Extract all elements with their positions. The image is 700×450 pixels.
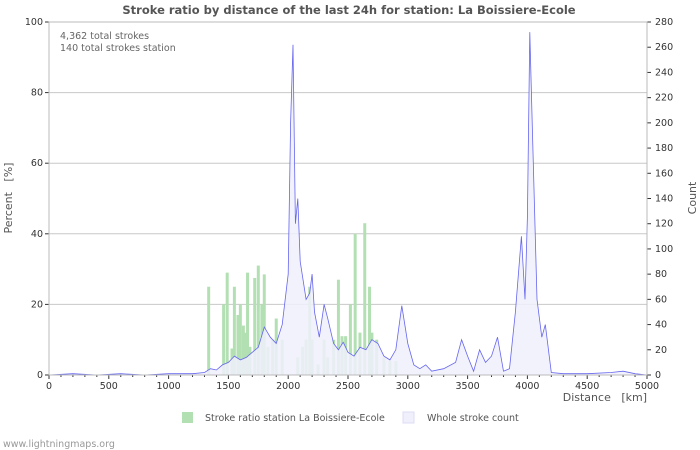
- y-axis-label: Percent [%]: [2, 163, 15, 234]
- ratio-bar: [232, 286, 236, 375]
- ratio-bar: [353, 233, 357, 375]
- count-line: [48, 32, 648, 376]
- ratio-bar: [262, 274, 266, 375]
- x-tick-label: 1500: [216, 381, 240, 392]
- y-tick-label: 20: [31, 299, 43, 310]
- x-tick-label: 2500: [336, 381, 360, 392]
- y2-tick-label: 100: [655, 244, 673, 255]
- ratio-bar: [336, 279, 340, 375]
- x-tick-label: 0: [46, 381, 52, 392]
- y-tick-label: 80: [31, 88, 43, 99]
- ratio-bar: [225, 272, 229, 375]
- y-tick-label: 0: [37, 370, 43, 381]
- y2-tick-label: 180: [655, 143, 673, 154]
- x-axis-label: Distance [km]: [563, 391, 647, 404]
- x-tick-label: 5000: [635, 381, 659, 392]
- ratio-bar: [243, 332, 247, 375]
- y2-tick-label: 20: [655, 345, 667, 356]
- count-area: [49, 32, 647, 375]
- annotation-total-strokes: 4,362 total strokes: [60, 31, 149, 42]
- legend-swatch-count: [402, 411, 415, 424]
- plot-frame: [48, 21, 648, 376]
- x-tick-label: 2000: [276, 381, 300, 392]
- y2-tick-label: 240: [655, 67, 673, 78]
- annotation-station-strokes: 140 total strokes station: [60, 43, 176, 54]
- legend-swatch-ratio: [182, 412, 193, 423]
- y2-tick-label: 0: [655, 370, 661, 381]
- legend-label-count: Whole stroke count: [427, 413, 519, 424]
- y2-tick-label: 60: [655, 294, 667, 305]
- ratio-bar: [241, 325, 245, 375]
- y-tick-label: 40: [31, 229, 43, 240]
- y2-tick-label: 220: [655, 93, 673, 104]
- ratio-bar: [363, 223, 367, 375]
- y2-tick-label: 120: [655, 219, 673, 230]
- y-tick-label: 60: [31, 158, 43, 169]
- ratio-bar: [368, 286, 372, 375]
- x-tick-label: 500: [100, 381, 118, 392]
- x-tick-label: 4500: [575, 381, 599, 392]
- legend-label-ratio: Stroke ratio station La Boissiere-Ecole: [205, 413, 385, 424]
- y2-tick-label: 140: [655, 194, 673, 205]
- y2-tick-label: 80: [655, 269, 667, 280]
- footer-credit: www.lightningmaps.org: [3, 439, 115, 450]
- x-tick-label: 3500: [456, 381, 480, 392]
- ratio-bar: [348, 304, 352, 375]
- y2-tick-label: 40: [655, 320, 667, 331]
- ratio-bar: [236, 314, 240, 375]
- y-tick-label: 100: [25, 17, 43, 28]
- y2-tick-label: 200: [655, 118, 673, 129]
- y2-axis-label: Count: [686, 181, 699, 214]
- y2-tick-label: 280: [655, 17, 673, 28]
- y2-tick-label: 160: [655, 168, 673, 179]
- ratio-bar: [207, 286, 211, 375]
- ratio-bar: [238, 304, 242, 375]
- chart-title: Stroke ratio by distance of the last 24h…: [122, 3, 575, 17]
- ratio-bar: [246, 272, 250, 375]
- ratio-bar: [222, 304, 226, 375]
- y2-tick-label: 260: [655, 42, 673, 53]
- x-tick-label: 1000: [157, 381, 181, 392]
- x-tick-label: 3000: [396, 381, 420, 392]
- x-tick-label: 4000: [515, 381, 539, 392]
- ratio-bar: [253, 277, 257, 375]
- ratio-bar: [256, 265, 260, 375]
